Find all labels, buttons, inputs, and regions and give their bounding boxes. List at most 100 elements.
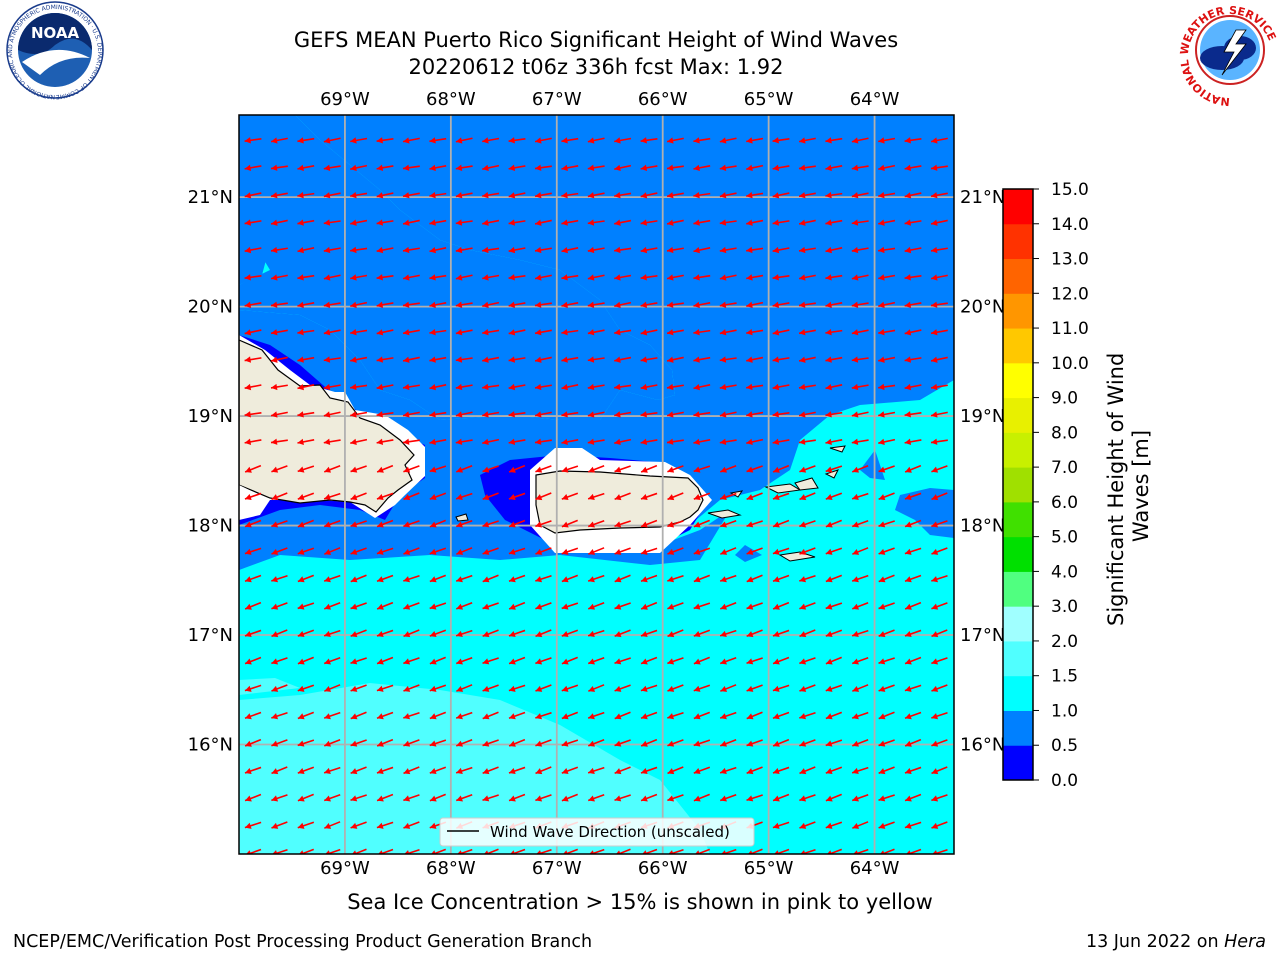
wind-wave-arrow xyxy=(930,383,948,391)
wind-wave-arrow xyxy=(455,301,473,308)
wind-wave-arrow xyxy=(270,192,288,199)
wind-wave-arrow xyxy=(323,411,341,418)
wind-wave-arrow xyxy=(403,684,420,692)
wind-wave-arrow xyxy=(746,219,764,226)
wind-wave-arrow xyxy=(482,492,499,501)
wind-wave-arrow xyxy=(350,329,368,336)
wind-wave-arrow xyxy=(403,492,420,501)
lat-label-right: 17°N xyxy=(960,625,1005,646)
wind-wave-arrow xyxy=(878,602,895,610)
wind-wave-arrow xyxy=(719,711,737,720)
wind-wave-arrow xyxy=(297,301,315,309)
wind-wave-arrow xyxy=(323,164,341,171)
lon-label-top: 68°W xyxy=(426,89,476,110)
wind-wave-arrow xyxy=(904,301,922,308)
wind-wave-arrow xyxy=(535,712,552,720)
wind-wave-arrow xyxy=(350,356,368,363)
wind-wave-arrow xyxy=(878,192,896,199)
wind-wave-arrow xyxy=(482,657,499,665)
wind-wave-arrow xyxy=(535,602,552,610)
wind-wave-arrow xyxy=(880,848,895,854)
wind-wave-arrow xyxy=(508,711,526,720)
wind-wave-arrow xyxy=(852,821,869,829)
colorbar-tick-label: 6.0 xyxy=(1051,493,1078,513)
wind-wave-arrow xyxy=(244,137,262,144)
wind-wave-arrow xyxy=(429,438,447,446)
colorbar-tick-label: 5.0 xyxy=(1051,528,1078,548)
wind-wave-arrow xyxy=(297,438,315,446)
wind-wave-arrow xyxy=(772,246,790,254)
wind-wave-arrow xyxy=(561,711,579,720)
wind-wave-arrow xyxy=(587,766,605,775)
wind-wave-arrow xyxy=(772,301,790,308)
wind-wave-arrow xyxy=(244,766,262,775)
wind-wave-arrow xyxy=(667,465,684,473)
wind-wave-arrow xyxy=(297,574,315,583)
wind-wave-arrow xyxy=(693,411,711,418)
legend-label: Wind Wave Direction (unscaled) xyxy=(490,823,730,841)
wind-wave-arrow xyxy=(667,712,684,720)
wind-wave-arrow xyxy=(904,464,922,473)
wind-wave-arrow xyxy=(772,738,790,747)
wind-wave-arrow xyxy=(693,602,711,610)
wind-wave-arrow xyxy=(693,739,711,747)
wind-wave-arrow xyxy=(323,137,341,144)
wind-wave-arrow xyxy=(719,164,737,171)
wind-wave-arrow xyxy=(695,848,711,854)
wind-wave-arrow xyxy=(825,547,843,555)
colorbar-segment xyxy=(1003,536,1033,572)
wind-wave-arrow xyxy=(746,356,764,363)
wind-wave-arrow xyxy=(904,793,922,802)
wind-wave-arrow xyxy=(429,793,446,802)
wind-wave-arrow xyxy=(244,356,262,363)
wind-wave-arrow xyxy=(825,821,843,829)
wind-wave-arrow xyxy=(851,519,869,528)
wind-wave-arrow xyxy=(350,492,367,501)
wind-wave-arrow xyxy=(640,601,658,610)
lat-label-right: 16°N xyxy=(960,735,1005,756)
colorbar-tick-label: 3.0 xyxy=(1051,597,1078,617)
wind-wave-arrow xyxy=(693,465,711,473)
wind-wave-arrow xyxy=(270,301,288,308)
wind-wave-arrow xyxy=(508,793,526,802)
wind-wave-arrow xyxy=(667,629,684,638)
wind-wave-arrow xyxy=(271,766,288,775)
wind-wave-arrow xyxy=(297,684,315,692)
wind-wave-arrow xyxy=(508,629,526,638)
wind-wave-arrow xyxy=(297,411,315,418)
wind-wave-arrow xyxy=(614,629,631,638)
wind-wave-arrow xyxy=(534,438,552,445)
wind-wave-arrow xyxy=(297,766,315,775)
wind-wave-arrow xyxy=(746,164,764,172)
wave-height-1.5-2.0-west xyxy=(239,678,300,695)
wind-wave-arrow xyxy=(587,192,605,199)
wind-wave-arrow xyxy=(482,438,500,446)
wind-wave-arrow xyxy=(904,164,922,171)
wind-wave-arrow xyxy=(482,383,500,391)
wind-wave-arrow xyxy=(402,192,420,199)
wind-wave-arrow xyxy=(535,684,552,692)
wind-wave-arrow xyxy=(851,793,869,802)
wind-wave-arrow xyxy=(720,684,737,692)
chart-subtitle-forecast: 20220612 t06z 336h fcst Max: 1.92 xyxy=(408,55,784,79)
wind-wave-arrow xyxy=(614,684,631,692)
wind-wave-arrow xyxy=(534,164,552,171)
wind-wave-arrow xyxy=(350,438,368,446)
wind-wave-arrow xyxy=(534,192,552,199)
wind-wave-arrow xyxy=(403,520,420,528)
wind-wave-arrow xyxy=(455,766,473,775)
wind-wave-arrow xyxy=(270,164,288,171)
wind-wave-arrow xyxy=(561,356,579,363)
wind-wave-arrow xyxy=(297,821,315,829)
wind-wave-arrow xyxy=(719,438,737,445)
lon-label-top: 69°W xyxy=(320,89,370,110)
wind-wave-arrow xyxy=(244,519,262,528)
wave-height-0.5-1.0-east-patch xyxy=(860,450,885,480)
wind-wave-arrow xyxy=(851,465,869,473)
wind-wave-arrow xyxy=(323,383,341,391)
wind-wave-arrow xyxy=(429,766,447,775)
wind-wave-arrow xyxy=(693,574,711,583)
wind-wave-arrow xyxy=(904,519,922,528)
wind-wave-arrow xyxy=(772,219,790,226)
wind-wave-arrow xyxy=(878,547,895,555)
